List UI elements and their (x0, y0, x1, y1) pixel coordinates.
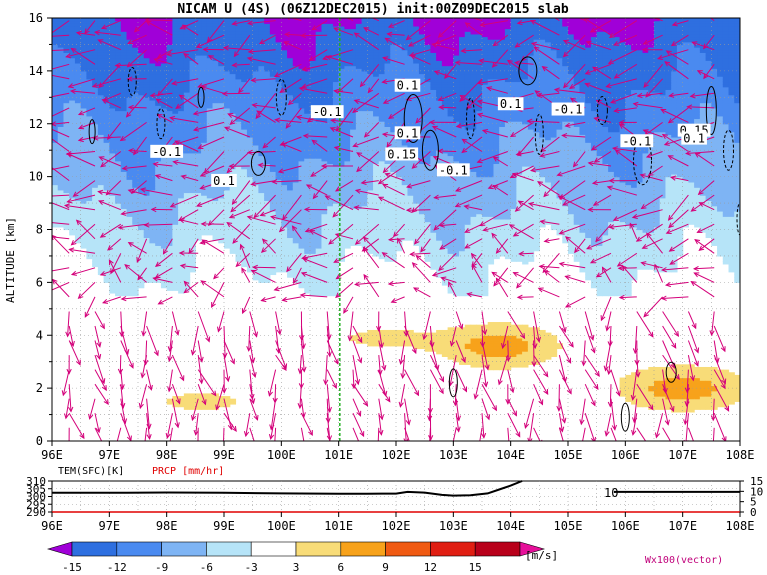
tem-tick-label: 290 (26, 506, 46, 519)
y-tick-label: 0 (36, 434, 43, 448)
colorbar-tick-label: 3 (293, 561, 300, 574)
lower-x-tick-label: 108E (726, 519, 755, 533)
prcp-label: PRCP [mm/hr] (152, 466, 224, 477)
y-tick-label: 12 (29, 117, 43, 131)
colorbar-tick-label: -6 (200, 561, 213, 574)
x-tick-label: 100E (267, 448, 296, 462)
colorbar-swatch (296, 542, 341, 556)
lower-x-tick-label: 100E (267, 519, 296, 533)
contour-label: -0.1 (439, 163, 468, 177)
x-tick-label: 106E (611, 448, 640, 462)
colorbar-swatch (162, 542, 207, 556)
lower-x-tick-label: 96E (41, 519, 63, 533)
colorbar-swatch (475, 542, 520, 556)
vector-scale-label: Wx100(vector) (645, 555, 723, 566)
colorbar-tick-label: 15 (469, 561, 482, 574)
lower-x-tick-label: 101E (324, 519, 353, 533)
lower-x-tick-label: 107E (668, 519, 697, 533)
y-tick-label: 2 (36, 381, 43, 395)
main-panel: 0.1-0.10.1 -0.10.1-0.1 0.15-0.10.150.10.1-… (4, 5, 754, 462)
lower-x-tick-label: 99E (213, 519, 235, 533)
y-tick-label: 8 (36, 223, 43, 237)
contour-label: 0.1 (397, 79, 419, 93)
lower-x-tick-label: 106E (611, 519, 640, 533)
y-tick-label: 4 (36, 328, 43, 342)
colorbar-tick-label: 6 (337, 561, 344, 574)
x-tick-label: 108E (726, 448, 755, 462)
y-tick-label: 6 (36, 275, 43, 289)
colorbar-swatch (117, 542, 162, 556)
colorbar-swatch (72, 542, 117, 556)
colorbar-tick-label: -15 (62, 561, 82, 574)
colorbar-unit: [m/s] (525, 549, 558, 562)
lower-x-tick-label: 97E (98, 519, 120, 533)
contour-label: 0.1 (500, 97, 522, 111)
x-tick-label: 105E (554, 448, 583, 462)
colorbar-swatch (430, 542, 475, 556)
colorbar-tick-label: -9 (155, 561, 168, 574)
chart-title: NICAM U (4S) (06Z12DEC2015) init:00Z09DE… (177, 2, 569, 17)
lower-x-tick-label: 98E (156, 519, 178, 533)
x-tick-label: 97E (98, 448, 120, 462)
lower-annotation: 10 (604, 486, 618, 500)
x-tick-label: 99E (213, 448, 235, 462)
contour-label: -0.1 (554, 103, 583, 117)
contour-label: 0.1 (683, 132, 705, 146)
x-tick-label: 104E (496, 448, 525, 462)
x-tick-label: 101E (324, 448, 353, 462)
contour-label: -0.1 (313, 105, 342, 119)
contour-label: 0.1 (213, 174, 235, 188)
colorbar-swatch (386, 542, 431, 556)
x-tick-label: 98E (156, 448, 178, 462)
y-tick-label: 16 (29, 11, 43, 25)
y-axis-label: ALTITUDE [km] (4, 217, 17, 303)
colorbar-swatch (341, 542, 386, 556)
colorbar-swatch (251, 542, 296, 556)
x-tick-label: 96E (41, 448, 63, 462)
contour-label: 0.15 (387, 147, 416, 161)
contour-label: -0.1 (622, 134, 651, 148)
colorbar: -15 -12 -9 -6 -3 3 6 9 12 15 (48, 542, 544, 574)
lower-x-tick-label: 105E (554, 519, 583, 533)
colorbar-tick-label: 12 (424, 561, 437, 574)
x-tick-label: 102E (382, 448, 411, 462)
y-tick-label: 14 (29, 64, 43, 78)
contour-label: -0.1 (152, 145, 181, 159)
x-tick-label: 107E (668, 448, 697, 462)
lower-x-tick-label: 104E (496, 519, 525, 533)
colorbar-tick-label: -12 (107, 561, 127, 574)
lower-x-tick-label: 103E (439, 519, 468, 533)
prcp-tick-label: 0 (750, 506, 757, 519)
tem-label: TEM(SFC)[K] (58, 466, 124, 477)
contour-label: 0.1 (397, 126, 419, 140)
surface-panel: 96E 97E 98E 99E 100E 101E 102E 103E 104E 105E 106E… (26, 466, 763, 533)
colorbar-swatch (206, 542, 251, 556)
colorbar-arrow-left (48, 542, 72, 556)
colorbar-tick-label: -3 (245, 561, 258, 574)
x-tick-label: 103E (439, 448, 468, 462)
lower-x-tick-label: 102E (382, 519, 411, 533)
y-tick-label: 10 (29, 170, 43, 184)
colorbar-tick-label: 9 (382, 561, 389, 574)
